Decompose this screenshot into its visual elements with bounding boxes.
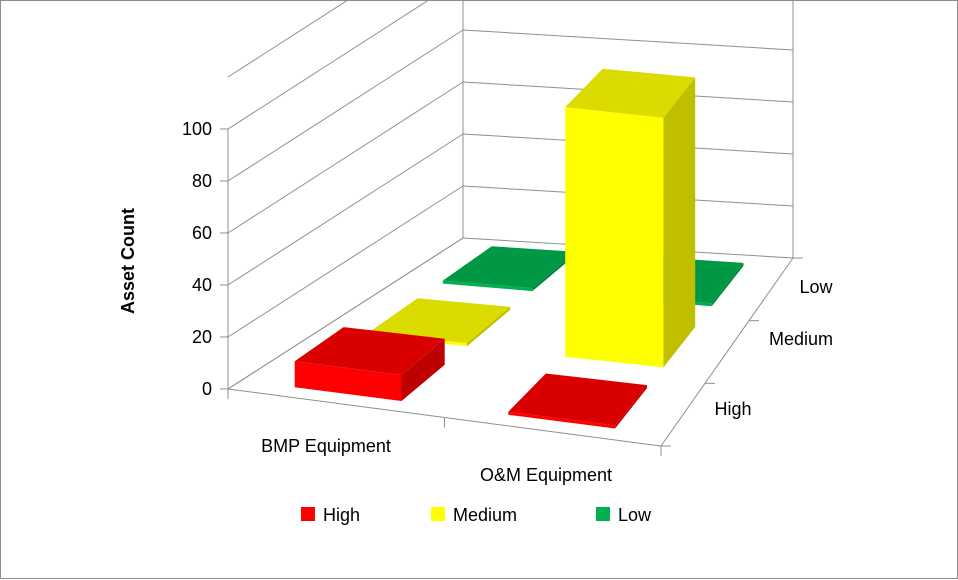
bar-front-face [508,411,616,429]
bar-top-face [294,327,445,375]
y-tick-label: 40 [192,275,212,295]
bar [508,373,647,429]
chart-axes [227,1,803,456]
category-label: O&M Equipment [480,465,612,485]
depth-label: Medium [769,329,833,349]
bar-front-face [565,107,664,368]
legend-label: Medium [453,505,517,525]
gridline-back [462,29,794,51]
bar-layer [294,68,744,429]
bar-front-face [294,361,402,401]
y-tick-label: 0 [202,379,212,399]
legend-label: Low [618,505,652,525]
gridline-back-upper [227,1,348,78]
bar-side-face [711,262,744,307]
y-axis-ticks: 0 20 40 60 80 100 [182,119,228,399]
y-tick-label: 100 [182,119,212,139]
legend-item: Low [596,505,652,525]
bar-top-face [508,373,647,426]
gridlines [227,1,794,390]
category-labels: BMP Equipment O&M Equipment [261,436,612,485]
legend-swatch [301,507,315,521]
legend: High Medium Low [301,505,652,525]
gridline-side [227,185,464,338]
legend-label: High [323,505,360,525]
legend-item: High [301,505,360,525]
bar-top-face [565,68,696,118]
bar-side-face [467,306,511,347]
depth-labels: High Medium Low [714,277,833,419]
y-axis-title: Asset Count [118,208,138,314]
bar-side-face [663,77,696,368]
bar [565,68,696,368]
bar-top-face [368,298,511,344]
gridline-side [227,1,429,130]
legend-swatch [596,507,610,521]
floor-left-edge [227,237,464,390]
legend-item: Medium [431,505,517,525]
y-tick-label: 80 [192,171,212,191]
bar [442,246,576,292]
bar-side-face [401,338,445,401]
bar-side-face [615,385,647,429]
bar [294,327,445,401]
y-tick-label: 20 [192,327,212,347]
gridline-side [227,133,464,286]
bar-side-face [532,251,576,292]
bar-front-face [442,280,533,292]
category-label: BMP Equipment [261,436,391,456]
gridline-side [227,81,464,234]
y-tick-label: 60 [192,223,212,243]
depth-label: High [714,399,751,419]
depth-label: Low [799,277,833,297]
bar-top-face [442,246,576,289]
legend-swatch [431,507,445,521]
depth-axis-line [660,257,794,447]
gridline-side [227,29,464,182]
